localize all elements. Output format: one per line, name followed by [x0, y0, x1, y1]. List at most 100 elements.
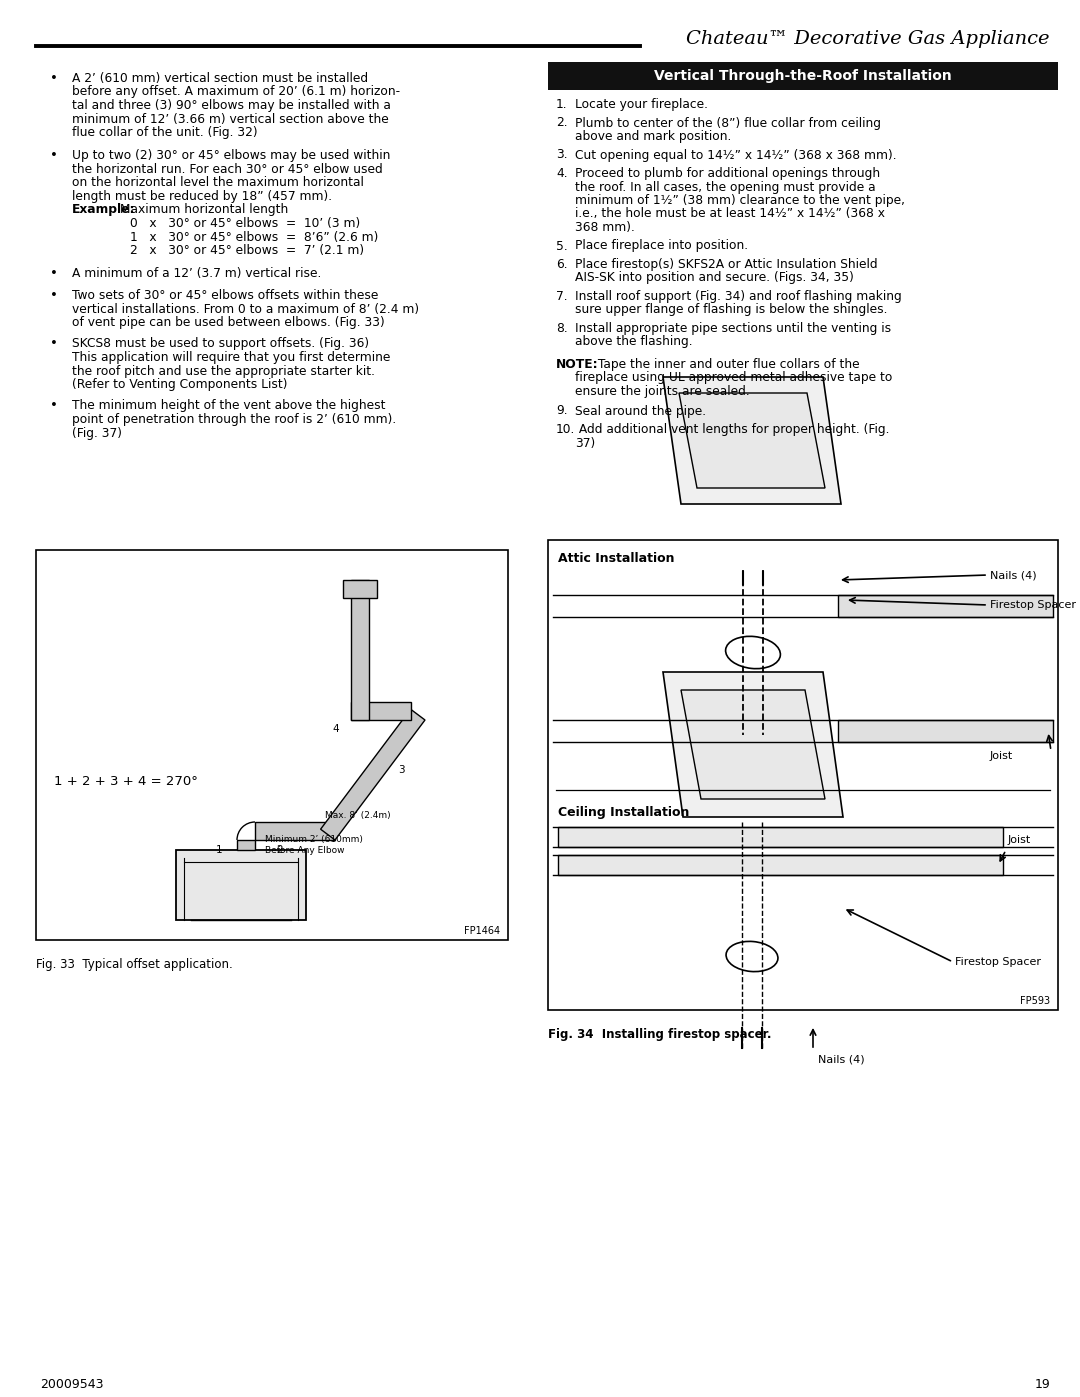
- Text: A minimum of a 12’ (3.7 m) vertical rise.: A minimum of a 12’ (3.7 m) vertical rise…: [72, 267, 322, 281]
- Text: 2: 2: [276, 845, 283, 855]
- Bar: [237, 840, 255, 849]
- Text: 3: 3: [399, 766, 405, 775]
- Polygon shape: [663, 377, 841, 504]
- Text: flue collar of the unit. (Fig. 32): flue collar of the unit. (Fig. 32): [72, 126, 258, 138]
- Text: •: •: [50, 73, 58, 85]
- Text: •: •: [50, 400, 58, 412]
- Text: tal and three (3) 90° elbows may be installed with a: tal and three (3) 90° elbows may be inst…: [72, 99, 391, 112]
- Text: FP1464: FP1464: [464, 926, 500, 936]
- Text: Maximum horizontal length: Maximum horizontal length: [116, 204, 288, 217]
- Text: 1.: 1.: [556, 98, 568, 110]
- Text: before any offset. A maximum of 20’ (6.1 m) horizon-: before any offset. A maximum of 20’ (6.1…: [72, 85, 400, 99]
- Text: Ceiling Installation: Ceiling Installation: [558, 806, 689, 819]
- Text: the horizontal run. For each 30° or 45° elbow used: the horizontal run. For each 30° or 45° …: [72, 163, 382, 176]
- Text: Minimum 2’ (610mm)
Before Any Elbow: Minimum 2’ (610mm) Before Any Elbow: [265, 835, 363, 855]
- Text: 5.: 5.: [556, 239, 568, 253]
- Text: Nails (4): Nails (4): [818, 1055, 865, 1065]
- Text: Fig. 33  Typical offset application.: Fig. 33 Typical offset application.: [36, 958, 233, 971]
- Text: •: •: [50, 338, 58, 351]
- Text: 1 + 2 + 3 + 4 = 270°: 1 + 2 + 3 + 4 = 270°: [54, 775, 198, 788]
- Text: Two sets of 30° or 45° elbows offsets within these: Two sets of 30° or 45° elbows offsets wi…: [72, 289, 378, 302]
- Text: (Refer to Venting Components List): (Refer to Venting Components List): [72, 379, 287, 391]
- Text: Place fireplace into position.: Place fireplace into position.: [575, 239, 748, 253]
- Text: 37): 37): [575, 436, 595, 450]
- Bar: [255, 821, 335, 840]
- Ellipse shape: [726, 942, 778, 972]
- Bar: [558, 855, 1003, 875]
- Text: above the flashing.: above the flashing.: [575, 335, 692, 348]
- Text: i.e., the hole must be at least 14½” x 14½” (368 x: i.e., the hole must be at least 14½” x 1…: [575, 208, 885, 221]
- Text: Up to two (2) 30° or 45° elbows may be used within: Up to two (2) 30° or 45° elbows may be u…: [72, 149, 390, 162]
- Text: SKCS8 must be used to support offsets. (Fig. 36): SKCS8 must be used to support offsets. (…: [72, 338, 369, 351]
- Bar: [548, 61, 1058, 89]
- Bar: [838, 595, 1053, 617]
- Bar: [351, 703, 410, 719]
- Polygon shape: [679, 393, 825, 488]
- Text: Vertical Through-the-Roof Installation: Vertical Through-the-Roof Installation: [654, 68, 951, 82]
- Bar: [176, 849, 306, 921]
- Text: Install appropriate pipe sections until the venting is: Install appropriate pipe sections until …: [575, 321, 891, 335]
- Text: on the horizontal level the maximum horizontal: on the horizontal level the maximum hori…: [72, 176, 364, 190]
- Polygon shape: [663, 672, 843, 817]
- Text: Install roof support (Fig. 34) and roof flashing making: Install roof support (Fig. 34) and roof …: [575, 291, 902, 303]
- Text: fireplace using UL approved metal adhesive tape to: fireplace using UL approved metal adhesi…: [575, 372, 892, 384]
- Text: sure upper flange of flashing is below the shingles.: sure upper flange of flashing is below t…: [575, 303, 888, 317]
- Text: NOTE:: NOTE:: [556, 358, 598, 372]
- Text: A 2’ (610 mm) vertical section must be installed: A 2’ (610 mm) vertical section must be i…: [72, 73, 368, 85]
- Text: 19: 19: [1035, 1377, 1050, 1391]
- Text: of vent pipe can be used between elbows. (Fig. 33): of vent pipe can be used between elbows.…: [72, 316, 384, 330]
- Text: length must be reduced by 18” (457 mm).: length must be reduced by 18” (457 mm).: [72, 190, 333, 203]
- Text: Add additional vent lengths for proper height. (Fig.: Add additional vent lengths for proper h…: [575, 423, 890, 436]
- Text: AIS-SK into position and secure. (Figs. 34, 35): AIS-SK into position and secure. (Figs. …: [575, 271, 854, 285]
- Text: vertical installations. From 0 to a maximum of 8’ (2.4 m): vertical installations. From 0 to a maxi…: [72, 303, 419, 316]
- Text: 4.: 4.: [556, 168, 568, 180]
- Ellipse shape: [726, 636, 781, 669]
- Text: •: •: [50, 267, 58, 281]
- Text: 1   x   30° or 45° elbows  =  8’6” (2.6 m): 1 x 30° or 45° elbows = 8’6” (2.6 m): [130, 231, 378, 243]
- Text: Joist: Joist: [1008, 835, 1031, 845]
- Text: Joist: Joist: [990, 752, 1013, 761]
- Text: •: •: [50, 149, 58, 162]
- Bar: [342, 580, 377, 598]
- Text: Attic Installation: Attic Installation: [558, 552, 675, 564]
- Text: 10.: 10.: [556, 423, 576, 436]
- Bar: [351, 580, 368, 719]
- Text: This application will require that you first determine: This application will require that you f…: [72, 351, 390, 365]
- Text: ensure the joints are sealed.: ensure the joints are sealed.: [575, 386, 750, 398]
- Text: 8.: 8.: [556, 321, 568, 335]
- Text: 9.: 9.: [556, 405, 568, 418]
- Bar: [36, 550, 508, 940]
- Text: Chateau™ Decorative Gas Appliance: Chateau™ Decorative Gas Appliance: [687, 29, 1050, 47]
- Bar: [838, 719, 1053, 742]
- Text: Proceed to plumb for additional openings through: Proceed to plumb for additional openings…: [575, 168, 880, 180]
- Text: 20009543: 20009543: [40, 1377, 104, 1391]
- Text: 0   x   30° or 45° elbows  =  10’ (3 m): 0 x 30° or 45° elbows = 10’ (3 m): [130, 217, 361, 231]
- Text: minimum of 1½” (38 mm) clearance to the vent pipe,: minimum of 1½” (38 mm) clearance to the …: [575, 194, 905, 207]
- Text: point of penetration through the roof is 2’ (610 mm).: point of penetration through the roof is…: [72, 414, 396, 426]
- Text: FP593: FP593: [1020, 996, 1050, 1006]
- Text: Max. 8’ (2.4m): Max. 8’ (2.4m): [325, 812, 391, 820]
- Text: 2.: 2.: [556, 116, 568, 130]
- Text: 3.: 3.: [556, 148, 568, 162]
- Bar: [548, 541, 1058, 1010]
- Text: 7.: 7.: [556, 291, 568, 303]
- Text: 368 mm).: 368 mm).: [575, 221, 635, 235]
- Text: Place firestop(s) SKFS2A or Attic Insulation Shield: Place firestop(s) SKFS2A or Attic Insula…: [575, 258, 878, 271]
- Text: Cut opening equal to 14½” x 14½” (368 x 368 mm).: Cut opening equal to 14½” x 14½” (368 x …: [575, 148, 896, 162]
- Text: Nails (4): Nails (4): [990, 570, 1037, 580]
- Text: (Fig. 37): (Fig. 37): [72, 426, 122, 440]
- Text: the roof pitch and use the appropriate starter kit.: the roof pitch and use the appropriate s…: [72, 365, 375, 377]
- Text: above and mark position.: above and mark position.: [575, 130, 731, 142]
- Text: 2   x   30° or 45° elbows  =  7’ (2.1 m): 2 x 30° or 45° elbows = 7’ (2.1 m): [130, 244, 364, 257]
- Text: Tape the inner and outer flue collars of the: Tape the inner and outer flue collars of…: [594, 358, 860, 372]
- Text: 4: 4: [332, 724, 339, 733]
- Text: 6.: 6.: [556, 258, 568, 271]
- Text: •: •: [50, 289, 58, 302]
- Text: Seal around the pipe.: Seal around the pipe.: [575, 405, 706, 418]
- Text: Example:: Example:: [72, 204, 135, 217]
- Polygon shape: [681, 690, 825, 799]
- Text: 1: 1: [216, 845, 222, 855]
- Text: minimum of 12’ (3.66 m) vertical section above the: minimum of 12’ (3.66 m) vertical section…: [72, 113, 389, 126]
- Bar: [558, 827, 1003, 847]
- Text: Fig. 34  Installing firestop spacer.: Fig. 34 Installing firestop spacer.: [548, 1028, 771, 1041]
